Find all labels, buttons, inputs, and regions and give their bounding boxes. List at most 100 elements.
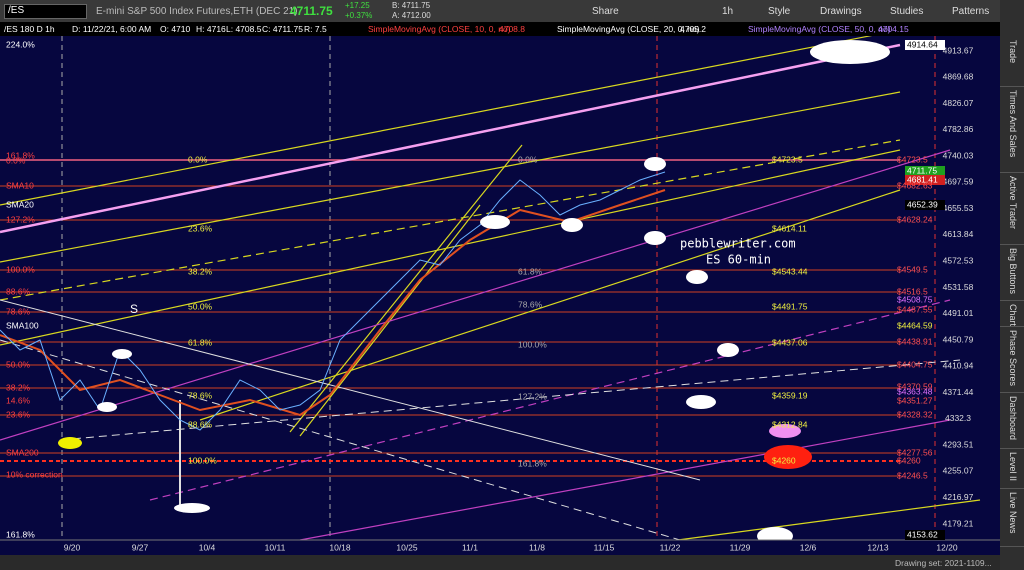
- price-axis-label: 4216.97: [943, 492, 974, 502]
- time-axis-label: 11/1: [462, 542, 478, 552]
- price-axis-label: 4655.53: [943, 203, 974, 213]
- price-marker: 4914.64: [907, 39, 938, 49]
- fib-label: 23.6%: [188, 223, 213, 233]
- bid: B: 4711.75: [392, 1, 431, 10]
- fib-label: 50.0%: [6, 359, 31, 369]
- time-axis-label: 10/11: [265, 542, 286, 552]
- fib-label: 10% correction: [6, 469, 63, 479]
- fib-label: SMA200: [6, 447, 39, 457]
- side-tab[interactable]: Phase Scores: [1000, 326, 1024, 393]
- side-tab[interactable]: Level II: [1000, 448, 1024, 489]
- fib-label: 0.0%: [6, 155, 26, 165]
- ohlc-item: O: 4710: [160, 24, 191, 34]
- price-label: $4437.06: [772, 337, 808, 347]
- time-axis-label: 12/13: [867, 542, 889, 552]
- price-axis-label: 4531.58: [943, 282, 974, 292]
- price-label: $4464.59: [897, 320, 933, 330]
- price-axis-label: 4572.53: [943, 255, 974, 265]
- toolbar-button[interactable]: Style: [768, 6, 791, 17]
- side-tab-label: Phase Scores: [1008, 330, 1018, 387]
- time-axis-label: 11/15: [594, 542, 615, 552]
- study-value: 4705.2: [680, 24, 706, 34]
- fib-label: 38.2%: [6, 382, 31, 392]
- price-label: $4351.27: [897, 395, 933, 405]
- price-label: $4312.84: [772, 419, 808, 429]
- price-axis-label: 4450.79: [943, 334, 974, 344]
- price-axis-label: 4613.84: [943, 229, 974, 239]
- study-label: SimpleMovingAvg (CLOSE, 20, 0, no): [557, 24, 700, 34]
- ohlc-item: R: 7.5: [304, 24, 327, 34]
- toolbar-button[interactable]: Drawings: [820, 6, 862, 17]
- fib-label: 161.8%: [6, 529, 35, 539]
- fib-label: 61.8%: [188, 337, 213, 347]
- fib-label: SMA10: [6, 180, 34, 190]
- price-marker-bg: [905, 200, 945, 210]
- side-tab[interactable]: Times And Sales: [1000, 86, 1024, 173]
- price-axis-label: 4491.01: [943, 308, 974, 318]
- time-axis-label: 10/18: [329, 542, 351, 552]
- symbol-input[interactable]: /ES: [4, 4, 87, 19]
- side-tab-label: Chart: [1008, 304, 1018, 327]
- fib-label: 100.0%: [6, 264, 35, 274]
- side-tab[interactable]: Live News: [1000, 488, 1024, 547]
- time-axis-label: 9/27: [132, 542, 149, 552]
- fib-label: 224.0%: [6, 39, 35, 49]
- price-label: $4723.5: [772, 154, 803, 164]
- side-tab[interactable]: Active Trader: [1000, 172, 1024, 245]
- ohlc-item: H: 4716: [196, 24, 226, 34]
- price-axis-label: 4826.07: [943, 98, 974, 108]
- toolbar-button[interactable]: Patterns: [952, 6, 990, 17]
- price-label: $4491.75: [772, 301, 808, 311]
- price-label: $4260: [897, 455, 921, 465]
- price-label: $4723.5: [897, 154, 928, 164]
- price-axis-label: 4782.86: [943, 124, 974, 134]
- time-axis-label: 12/6: [800, 542, 817, 552]
- fib-label: SMA100: [6, 320, 39, 330]
- fib-label: 78.6%: [518, 299, 543, 309]
- fib-label: 78.6%: [6, 306, 31, 316]
- price-label: $4404.75: [897, 359, 933, 369]
- plot-bg: [0, 36, 1000, 555]
- change-pct: +0.37%: [345, 11, 373, 20]
- fib-label: 161.8%: [6, 150, 35, 160]
- watermark: pebblewriter.com: [680, 237, 796, 251]
- price-label: $4277.56: [897, 447, 933, 457]
- toolbar-button[interactable]: Share: [592, 6, 619, 17]
- time-axis-label: 10/4: [199, 542, 216, 552]
- side-tab[interactable]: Dashboard: [1000, 392, 1024, 449]
- ohlc-item: /ES 180 D 1h: [4, 24, 55, 34]
- chart: S pebblewriter.com ES 60-min 4913.67 4869…: [0, 29, 1000, 555]
- side-tab-label: Live News: [1008, 492, 1018, 534]
- svg-text:S: S: [130, 302, 138, 316]
- price-marker-bg: [905, 530, 945, 540]
- price-axis-label: 4179.21: [943, 518, 974, 528]
- side-tab[interactable]: Chart: [1000, 300, 1024, 327]
- price-label: $4614.11: [772, 223, 807, 233]
- price-marker: 4652.39: [907, 199, 938, 209]
- toolbar-button[interactable]: 1h: [722, 6, 734, 17]
- fib-label: SMA20: [6, 199, 34, 209]
- side-tab[interactable]: Trade: [1000, 36, 1024, 87]
- fib-label: 100.0%: [518, 339, 547, 349]
- price-axis-label: 4869.68: [943, 72, 974, 82]
- study-label: SimpleMovingAvg (CLOSE, 10, 0, no): [368, 24, 511, 34]
- price-marker: 4681.41: [907, 174, 938, 184]
- price-label: $4628.24: [897, 214, 933, 224]
- price-label: $4549.5: [897, 264, 928, 274]
- time-axis-label: 9/20: [64, 542, 81, 552]
- price-label: $4508.75: [897, 294, 933, 304]
- price-axis-label: 4293.51: [943, 439, 974, 449]
- study-value: 4704.15: [878, 24, 909, 34]
- time-axis-label: 12/20: [936, 542, 958, 552]
- price-marker: 4711.75: [907, 165, 937, 175]
- price-marker-bg: [905, 175, 945, 185]
- side-tab[interactable]: Big Buttons: [1000, 244, 1024, 301]
- price-label: $4370.59: [897, 381, 933, 391]
- price-label: $4487.55: [897, 304, 933, 314]
- toolbar-button[interactable]: Studies: [890, 6, 924, 17]
- price-axis-label: 4410.94: [943, 361, 974, 371]
- fib-label: 100.0%: [188, 455, 217, 465]
- fib-label: 127.2%: [6, 214, 35, 224]
- drawing-set: Drawing set: 2021-1109...: [895, 558, 992, 568]
